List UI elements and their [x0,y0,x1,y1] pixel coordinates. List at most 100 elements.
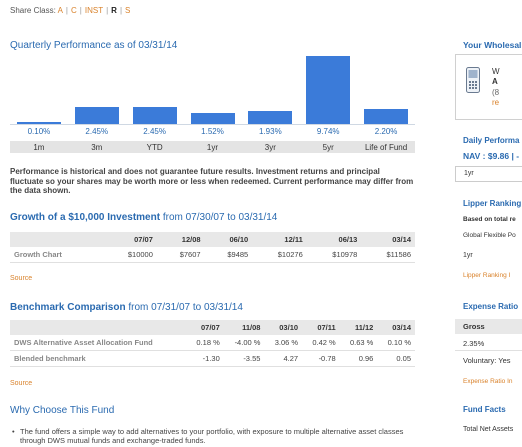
growth-title-text: Growth of a $10,000 Investment [10,212,161,223]
table-cell: 0.10 % [377,335,415,351]
lipper-basis: Based on total re [463,216,516,223]
share-class-option-s[interactable]: S [125,6,131,15]
share-class-separator: | [106,6,109,15]
table-cell: 3.06 % [264,335,303,351]
why-choose-list: The fund offers a simple way to add alte… [10,427,415,445]
column-header: 07/07 [186,320,224,335]
why-title-text: Why Choose This Fund [10,405,115,416]
share-class-option-a[interactable]: A [57,6,63,15]
benchmark-source-link[interactable]: Source [10,380,33,387]
column-header: 03/14 [361,232,415,247]
chart-category-label: 1m [33,143,45,152]
table-row: DWS Alternative Asset Allocation Fund 0.1… [10,335,415,351]
row-label: Blended benchmark [10,350,187,367]
sidebar: Your Wholesal W A (8 re Daily Performa N… [455,0,522,447]
table-cell: 0.18 % [186,335,224,351]
table-cell: $9485 [204,247,253,263]
table-cell: $11586 [361,247,415,263]
wholesaler-email-link[interactable]: re [492,98,500,107]
column-header: 07/07 [102,232,157,247]
benchmark-table-header: 07/07 11/08 03/10 07/11 11/12 03/14 [10,320,415,335]
share-class-option-inst[interactable]: INST [84,6,104,15]
column-header: 12/11 [252,232,307,247]
table-cell: -0.78 [302,350,340,367]
expense-divider [455,350,522,351]
chart-value-label: 9.74% [316,127,340,136]
lipper-category: Global Flexible Po [463,232,516,239]
share-class-label: Share Class: [10,6,56,15]
chart-period-labels: 1m 3m YTD 1yr 3yr 5yr Life of Fund [10,141,415,153]
daily-performance-title: Daily Performa [463,136,520,145]
chart-value-label: 2.45% [143,127,166,136]
column-header [10,232,103,247]
benchmark-title-text: Benchmark Comparison [10,302,126,313]
row-label: DWS Alternative Asset Allocation Fund [10,335,187,351]
chart-bar-5yr [306,55,351,124]
chart-category-label: 1yr [206,143,219,152]
expense-ratio-title: Expense Ratio [463,302,519,311]
phone-icon [466,67,480,93]
benchmark-table: 07/07 11/08 03/10 07/11 11/12 03/14 DWS Alter… [10,320,415,367]
wholesaler-name: W [492,67,500,76]
table-cell: 0.96 [339,350,378,367]
expense-ratio-link[interactable]: Expense Ratio In [463,378,513,385]
expense-gross-value: 2.35% [463,339,485,348]
expense-voluntary: Voluntary: Yes [463,356,511,365]
chart-bar-life-of-fund [364,108,409,124]
chart-category-label: Life of Fund [364,143,408,152]
share-class-option-r: R [111,6,117,15]
share-class-selector: Share Class: A | C | INST | R | S [10,6,130,15]
growth-title: Growth of a $10,000 Investment from 07/3… [10,212,277,223]
period-select[interactable]: 1yr [455,166,522,182]
lipper-ranking-link[interactable]: Lipper Ranking I [463,272,511,279]
lipper-ranking-title: Lipper Ranking [463,199,522,208]
share-class-option-c[interactable]: C [71,6,77,15]
wholesaler-phone: (8 [492,88,500,97]
growth-source-link[interactable]: Source [10,275,33,282]
row-label: Growth Chart [10,247,103,263]
chart-bar-3yr [248,110,293,124]
chart-value-label: 2.45% [85,127,109,136]
chart-bar-ytd [132,106,177,124]
list-item: The fund offers a simple way to add alte… [10,427,415,445]
lipper-period: 1yr [463,252,473,259]
table-cell: $7607 [156,247,205,263]
chart-category-label: 3yr [264,143,276,152]
table-cell: $10000 [102,247,157,263]
table-cell: -1.30 [186,350,224,367]
chart-value-label: 0.10% [27,127,51,136]
table-cell: 0.63 % [339,335,378,351]
quarterly-as-of: as of 03/31/14 [113,40,178,51]
table-cell: $10276 [252,247,307,263]
fund-facts-title: Fund Facts [463,405,506,414]
period-select-value: 1yr [464,170,474,177]
growth-table-header: 07/07 12/08 06/10 12/11 06/13 03/14 [10,232,415,247]
share-class-separator: | [79,6,82,15]
quarterly-performance-title: Quarterly Performance as of 03/31/14 [10,40,177,51]
column-header: 03/14 [377,320,415,335]
share-class-separator: | [65,6,68,15]
chart-bar-1m [16,122,61,124]
benchmark-title: Benchmark Comparison from 07/31/07 to 03… [10,302,243,313]
total-net-assets-label: Total Net Assets [463,426,514,433]
chart-category-label: 3m [91,143,103,152]
chart-value-label: 1.93% [259,127,282,136]
column-header: 12/08 [156,232,205,247]
column-header: 06/10 [204,232,253,247]
column-header: 03/10 [264,320,303,335]
table-cell: -4.00 % [223,335,265,351]
table-row: Growth Chart $10000 $7607 $9485 $10276 $10978… [10,247,415,263]
why-choose-title: Why Choose This Fund [10,405,114,416]
chart-bar-3m [74,106,119,124]
quarterly-performance-chart: 0.10% 2.45% 2.45% 1.52% 1.93% 9.74% 2.20% 1m 3m… [10,55,415,167]
table-cell: 0.05 [377,350,415,367]
chart-category-label: 5yr [322,143,334,152]
chart-value-label: 1.52% [201,127,224,136]
column-header: 07/11 [302,320,340,335]
table-cell: 0.42 % [302,335,340,351]
wholesaler-region: A [492,77,498,86]
column-header: 11/08 [223,320,265,335]
column-header: 06/13 [306,232,362,247]
table-cell: -3.55 [223,350,265,367]
wholesaler-card: W A (8 re [455,54,522,120]
